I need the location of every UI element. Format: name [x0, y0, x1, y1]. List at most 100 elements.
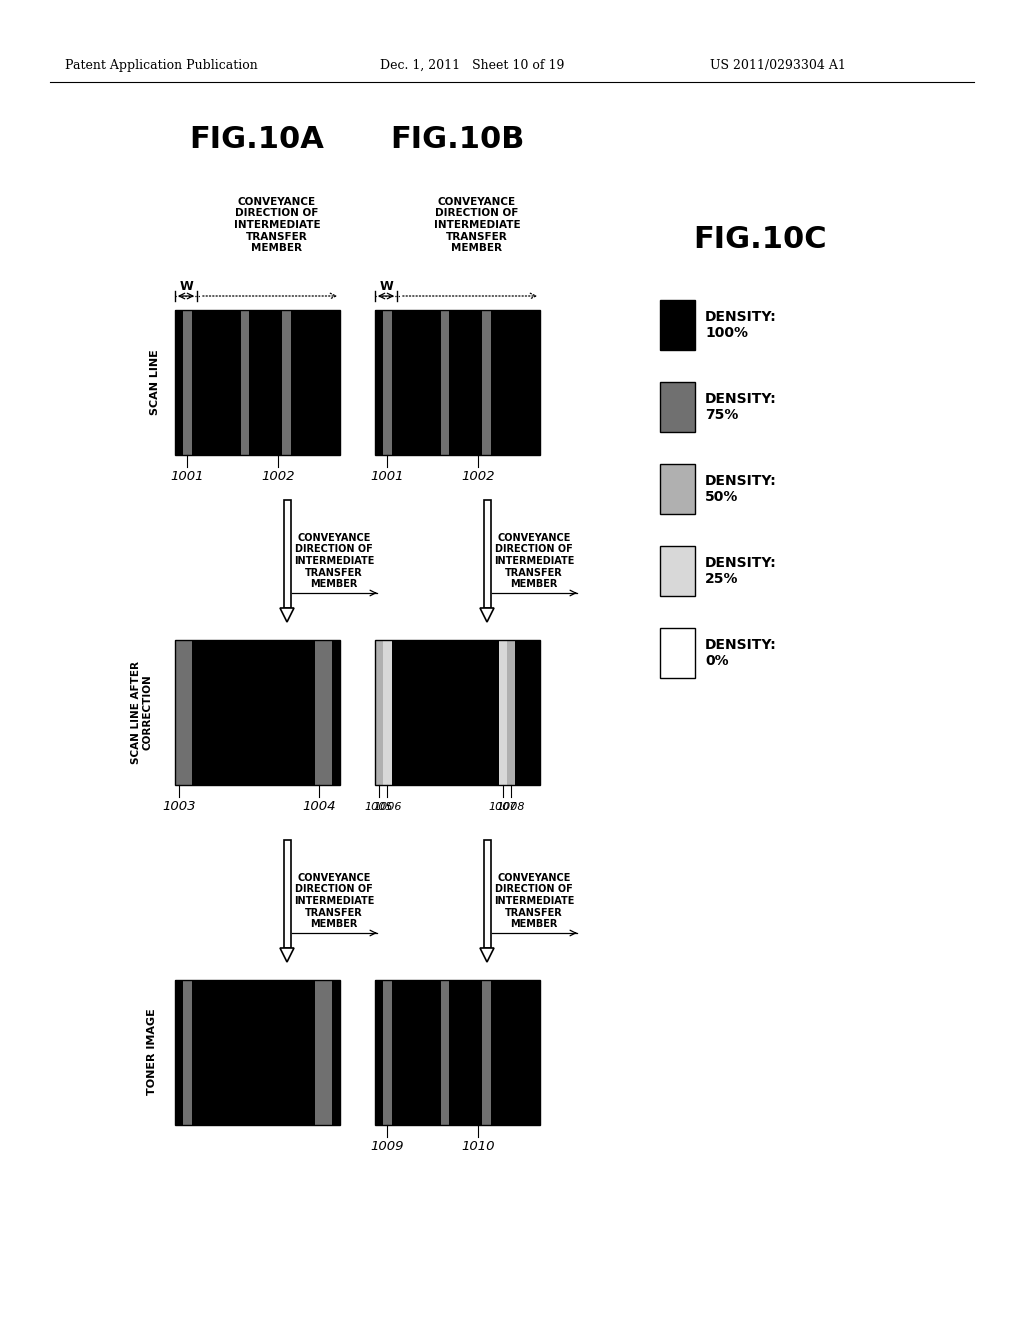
Bar [257, 640, 266, 785]
Bar [299, 640, 307, 785]
Bar [175, 310, 340, 455]
Bar [291, 640, 299, 785]
Bar [408, 979, 416, 1125]
Bar [416, 979, 425, 1125]
Text: 1006: 1006 [373, 803, 401, 812]
Bar [208, 310, 216, 455]
Bar [249, 979, 257, 1125]
Text: DENSITY:
25%: DENSITY: 25% [705, 556, 777, 586]
Text: DENSITY:
75%: DENSITY: 75% [705, 392, 777, 422]
Bar [391, 640, 399, 785]
Bar [232, 979, 241, 1125]
Text: CONVEYANCE
DIRECTION OF
INTERMEDIATE
TRANSFER
MEMBER: CONVEYANCE DIRECTION OF INTERMEDIATE TRA… [294, 533, 374, 589]
Bar [266, 310, 274, 455]
Bar [399, 640, 408, 785]
Bar [241, 310, 249, 455]
Polygon shape [480, 948, 494, 962]
Bar [660, 465, 695, 513]
Bar [315, 979, 324, 1125]
Bar [466, 310, 474, 455]
Bar [284, 500, 291, 609]
Bar [332, 640, 340, 785]
Bar [383, 979, 391, 1125]
Text: FIG.10A: FIG.10A [189, 125, 325, 154]
Bar [391, 979, 399, 1125]
Bar [490, 979, 499, 1125]
Text: FIG.10C: FIG.10C [693, 226, 826, 255]
Bar [283, 310, 291, 455]
Bar [523, 310, 531, 455]
Text: DENSITY:
50%: DENSITY: 50% [705, 474, 777, 504]
Bar [216, 640, 224, 785]
Bar [474, 979, 482, 1125]
Bar [660, 628, 695, 678]
Text: CONVEYANCE
DIRECTION OF
INTERMEDIATE
TRANSFER
MEMBER: CONVEYANCE DIRECTION OF INTERMEDIATE TRA… [434, 197, 520, 253]
Bar [208, 979, 216, 1125]
Text: 1008: 1008 [497, 803, 525, 812]
Bar [200, 640, 208, 785]
Bar [375, 640, 383, 785]
Bar [458, 979, 466, 1125]
Bar [200, 310, 208, 455]
Bar [232, 310, 241, 455]
Bar [175, 640, 340, 785]
Text: 1004: 1004 [303, 800, 336, 813]
Bar [441, 310, 450, 455]
Bar [266, 979, 274, 1125]
Bar [399, 310, 408, 455]
Bar [466, 640, 474, 785]
Bar [241, 979, 249, 1125]
Bar [315, 640, 324, 785]
Bar [375, 310, 383, 455]
Bar [224, 979, 232, 1125]
Bar [391, 310, 399, 455]
Bar [499, 640, 507, 785]
Bar [241, 640, 249, 785]
Bar [482, 979, 490, 1125]
Bar [660, 300, 695, 350]
Bar [324, 979, 332, 1125]
Bar [531, 310, 540, 455]
Bar [458, 310, 466, 455]
Bar [482, 310, 490, 455]
Bar [660, 546, 695, 597]
Bar [383, 640, 391, 785]
Bar [291, 310, 299, 455]
Bar [175, 979, 183, 1125]
Bar [307, 640, 315, 785]
Bar [274, 310, 283, 455]
Bar [183, 640, 191, 785]
Polygon shape [280, 948, 294, 962]
Bar [507, 310, 515, 455]
Bar [490, 310, 499, 455]
Text: 1007: 1007 [488, 803, 517, 812]
Bar [523, 640, 531, 785]
Bar [249, 640, 257, 785]
Text: 1009: 1009 [371, 1140, 404, 1154]
Bar [660, 381, 695, 432]
Bar [515, 640, 523, 785]
Bar [499, 979, 507, 1125]
Bar [450, 640, 458, 785]
Text: 1001: 1001 [171, 470, 204, 483]
Bar [483, 500, 490, 609]
Bar [433, 310, 441, 455]
Bar [474, 310, 482, 455]
Bar [175, 640, 183, 785]
Bar [216, 979, 224, 1125]
Bar [307, 979, 315, 1125]
Bar [191, 310, 200, 455]
Bar [474, 640, 482, 785]
Bar [299, 979, 307, 1125]
Text: 1002: 1002 [261, 470, 295, 483]
Bar [433, 979, 441, 1125]
Text: 1002: 1002 [462, 470, 495, 483]
Bar [375, 979, 540, 1125]
Bar [515, 310, 523, 455]
Bar [208, 640, 216, 785]
Bar [257, 979, 266, 1125]
Bar [441, 979, 450, 1125]
Text: Dec. 1, 2011   Sheet 10 of 19: Dec. 1, 2011 Sheet 10 of 19 [380, 58, 564, 71]
Text: Patent Application Publication: Patent Application Publication [65, 58, 258, 71]
Bar [307, 310, 315, 455]
